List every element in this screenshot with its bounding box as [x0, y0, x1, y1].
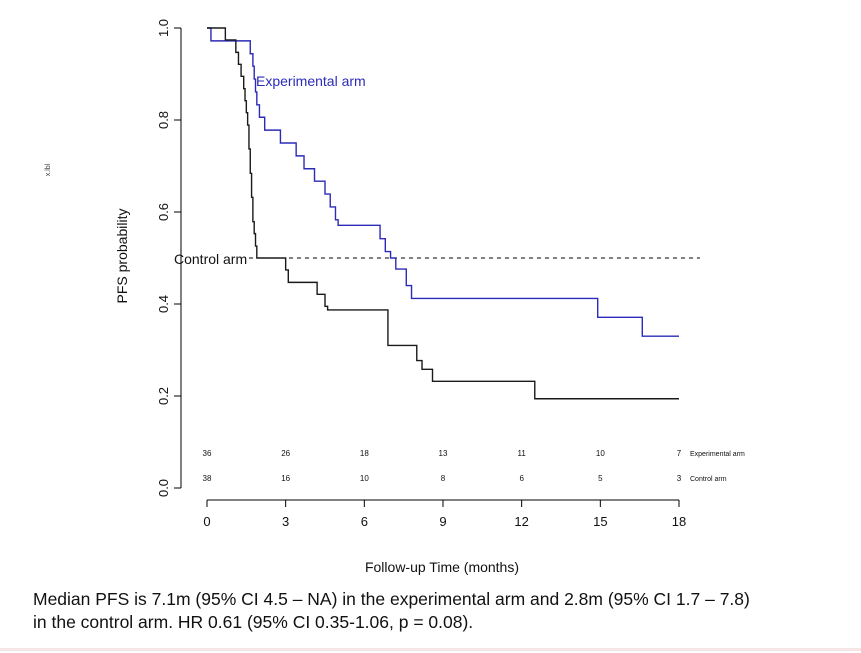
- risk-count: 10: [360, 474, 369, 483]
- side-mark: x.lbl: [45, 163, 52, 176]
- risk-count: 3: [677, 474, 682, 483]
- divider: [0, 648, 861, 651]
- risk-count: 6: [519, 474, 524, 483]
- risk-count: 10: [596, 449, 605, 458]
- caption-line-1: Median PFS is 7.1m (95% CI 4.5 – NA) in …: [33, 589, 750, 609]
- risk-count: 18: [360, 449, 369, 458]
- risk-row-label: Control arm: [690, 476, 727, 483]
- y-tick-label: 0.2: [156, 387, 171, 405]
- x-axis: 0 3 6 9 12 15 18: [203, 499, 686, 529]
- risk-table: 36 26 18 13 11 10 7 Experimental arm 38 16 10 8 6 5 3 C…: [203, 449, 745, 483]
- risk-count: 5: [598, 474, 603, 483]
- experimental-arm-curve-label: Experimental arm: [256, 73, 366, 89]
- caption: Median PFS is 7.1m (95% CI 4.5 – NA) in …: [33, 588, 843, 634]
- experimental-arm-curve: [207, 27, 679, 337]
- risk-count: 16: [281, 474, 290, 483]
- y-tick-label: 0.4: [156, 295, 171, 313]
- risk-count: 38: [203, 474, 212, 483]
- y-axis-title: PFS probability: [114, 209, 130, 304]
- risk-count: 8: [441, 474, 446, 483]
- control-arm-curve-label: Control arm: [174, 251, 247, 267]
- risk-count: 36: [203, 449, 212, 458]
- x-tick-label: 9: [439, 514, 446, 529]
- y-tick-label: 0.0: [156, 479, 171, 497]
- x-tick-label: 15: [593, 514, 607, 529]
- km-chart: 0.00.20.40.60.81.0 0 3 6 9 12 15 18 Experiment…: [45, 19, 745, 575]
- x-tick-label: 0: [203, 514, 210, 529]
- y-axis: 0.0 0.2 0.4 0.6 0.8 1.0: [156, 19, 182, 497]
- x-tick-label: 18: [672, 514, 686, 529]
- x-tick-label: 6: [361, 514, 368, 529]
- survival-curves: [207, 27, 679, 400]
- control-arm-curve: [207, 27, 679, 400]
- y-tick-label: 0.8: [156, 111, 171, 129]
- caption-line-2: in the control arm. HR 0.61 (95% CI 0.35…: [33, 612, 474, 632]
- y-tick-label: 1.0: [156, 19, 171, 37]
- risk-count: 13: [439, 449, 448, 458]
- x-tick-label: 3: [282, 514, 289, 529]
- risk-count: 11: [518, 449, 527, 458]
- x-tick-label: 12: [514, 514, 528, 529]
- risk-row-label: Experimental arm: [690, 451, 745, 458]
- risk-count: 7: [677, 449, 682, 458]
- y-tick-label: 0.6: [156, 203, 171, 221]
- x-axis-title: Follow-up Time (months): [365, 559, 519, 575]
- risk-count: 26: [281, 449, 290, 458]
